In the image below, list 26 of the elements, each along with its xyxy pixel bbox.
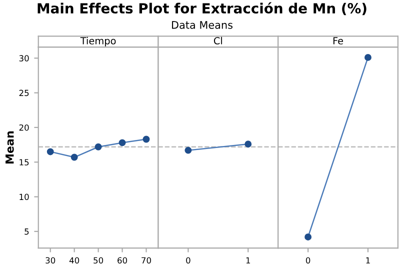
point bbox=[142, 136, 150, 143]
y-tick-label: 30 bbox=[19, 55, 29, 62]
point bbox=[94, 143, 102, 150]
point bbox=[46, 148, 54, 156]
x-tick-label: 50 bbox=[94, 257, 104, 264]
point bbox=[70, 154, 78, 161]
chart-title: Tiempo bbox=[80, 36, 116, 46]
x-tick-label: 40 bbox=[69, 257, 80, 264]
chart-title: Cl bbox=[214, 36, 222, 44]
y-tick-label: 5 bbox=[24, 228, 29, 235]
y-tick-label: 15 bbox=[20, 159, 29, 166]
chart-title: Fe bbox=[333, 37, 344, 44]
x-tick-label: 30 bbox=[46, 257, 56, 264]
y-tick-label: 20 bbox=[19, 124, 29, 131]
x-tick-label: 70 bbox=[142, 257, 151, 264]
text: Data Means bbox=[172, 21, 232, 29]
x-tick-label: 0 bbox=[186, 257, 190, 264]
point bbox=[118, 139, 126, 146]
y-tick-label: 10 bbox=[20, 194, 29, 200]
x-tick-label: 0 bbox=[306, 257, 310, 264]
y-axis-title: Mean bbox=[6, 131, 14, 164]
x-tick-label: 60 bbox=[118, 257, 128, 264]
x-tick-label: 1 bbox=[366, 257, 370, 264]
x-tick-label: 1 bbox=[246, 257, 250, 264]
text: Main Effects Plot for Extracción de Mn (%) bbox=[38, 2, 366, 16]
y-tick-label: 25 bbox=[19, 90, 29, 96]
